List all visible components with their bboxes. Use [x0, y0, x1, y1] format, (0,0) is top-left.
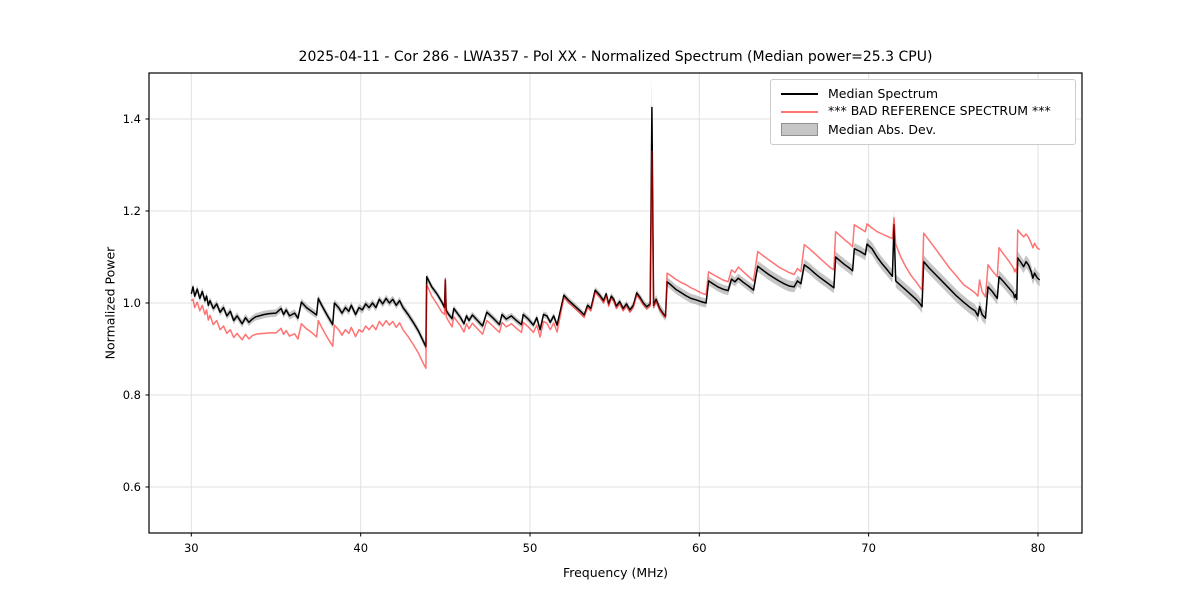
- x-tick-label: 70: [861, 541, 876, 555]
- bad-reference-spectrum-line: [190, 150, 1041, 370]
- legend-label-median-abs-dev: Median Abs. Dev.: [828, 121, 937, 137]
- legend-item-bad-reference: *** BAD REFERENCE SPECTRUM ***: [781, 105, 1065, 118]
- y-tick-label: 0.8: [123, 388, 141, 402]
- x-tick-label: 30: [184, 541, 199, 555]
- bad-reference-line-swatch: [781, 110, 818, 113]
- y-tick-label: 1.2: [123, 204, 141, 218]
- median-abs-dev-patch-swatch: [781, 123, 818, 137]
- legend-label-bad-reference: *** BAD REFERENCE SPECTRUM ***: [828, 103, 1051, 119]
- legend-item-median-spectrum: Median Spectrum: [781, 85, 1065, 101]
- y-axis-label: Normalized Power: [102, 246, 118, 360]
- legend: Median Spectrum *** BAD REFERENCE SPECTR…: [770, 79, 1076, 145]
- y-tick-label: 1.4: [123, 112, 141, 126]
- x-tick-label: 40: [353, 541, 368, 555]
- x-tick-label: 80: [1031, 541, 1046, 555]
- y-tick-label: 1.0: [123, 296, 141, 310]
- median-spectrum-line: [190, 106, 1041, 348]
- legend-item-median-abs-dev: Median Abs. Dev.: [781, 121, 1065, 137]
- legend-label-median-spectrum: Median Spectrum: [828, 85, 939, 101]
- x-tick-label: 50: [523, 541, 538, 555]
- median-spectrum-line-swatch: [781, 92, 818, 95]
- x-tick-label: 60: [692, 541, 707, 555]
- chart-title: 2025-04-11 - Cor 286 - LWA357 - Pol XX -…: [298, 49, 933, 65]
- y-tick-label: 0.6: [123, 480, 141, 494]
- x-axis-label: Frequency (MHz): [562, 565, 669, 580]
